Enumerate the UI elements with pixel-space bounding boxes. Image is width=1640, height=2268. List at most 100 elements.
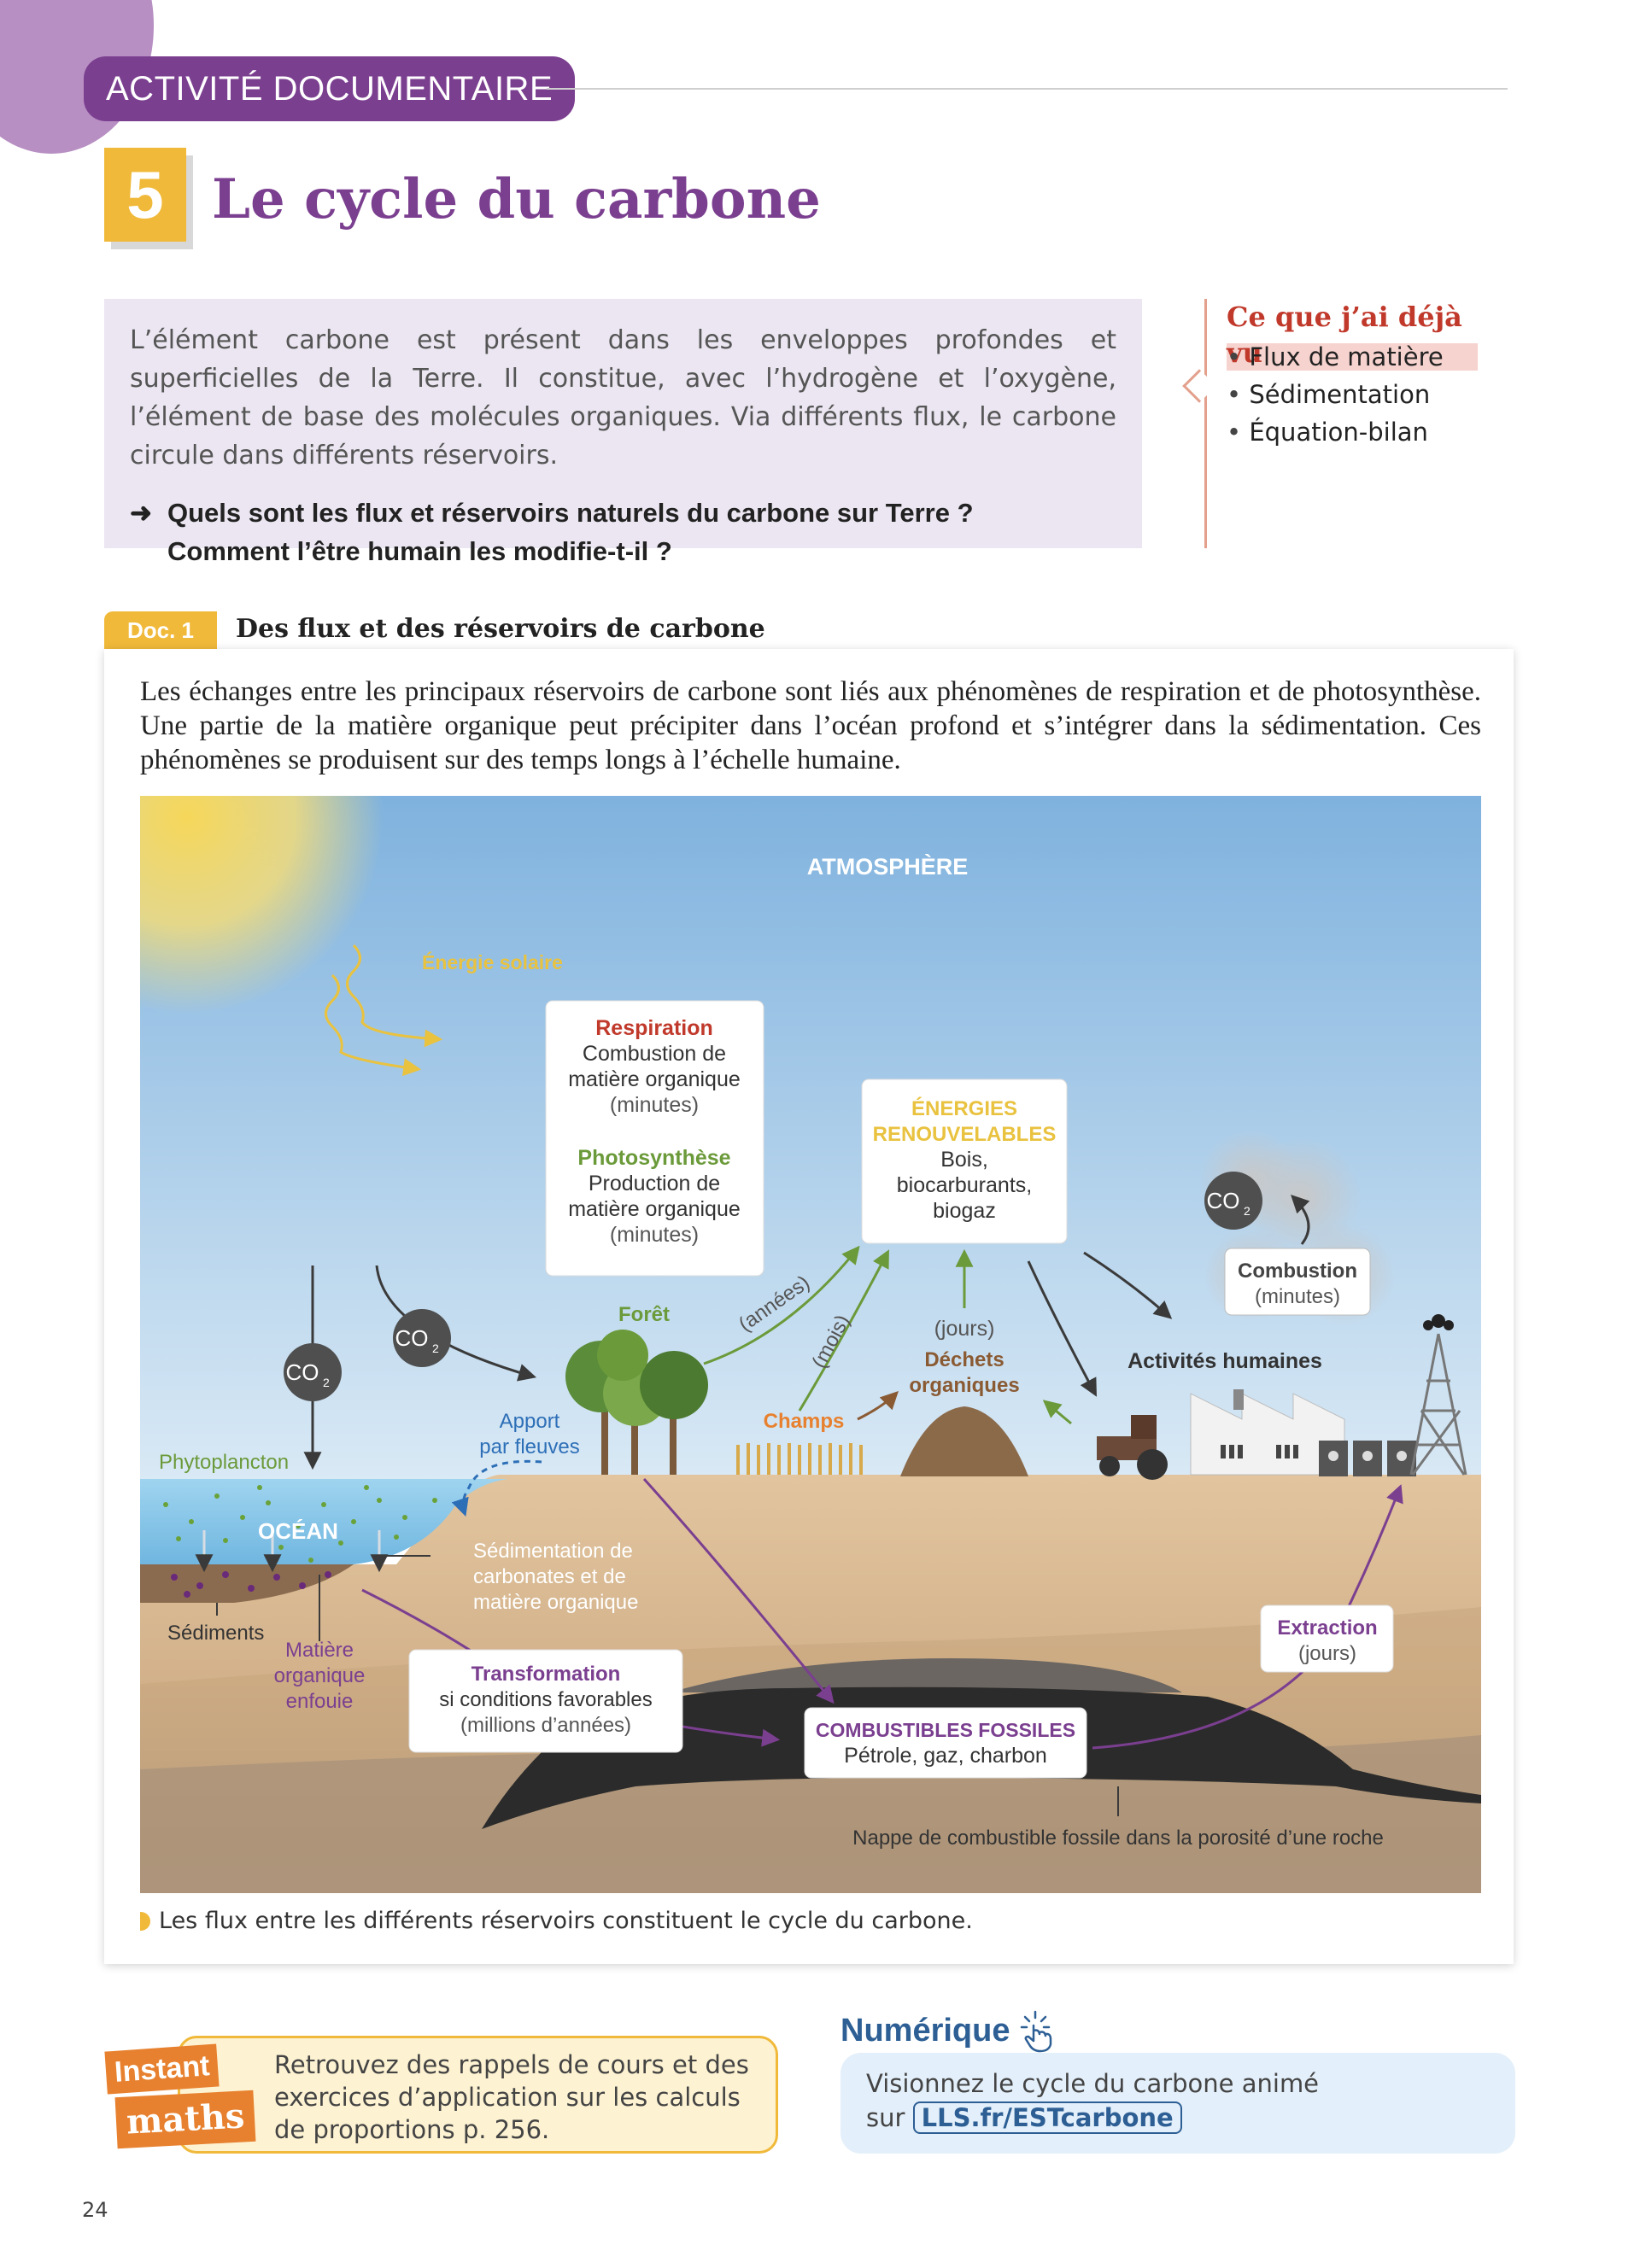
svg-text:CO: CO <box>1207 1188 1240 1213</box>
dechets-label: Déchets <box>924 1348 1004 1371</box>
oil-derrick-icon <box>1409 1314 1467 1476</box>
svg-text:Transformation: Transformation <box>472 1663 621 1686</box>
svg-text:ÉNERGIES: ÉNERGIES <box>911 1096 1017 1120</box>
intro-questions: ➜ Quels sont les flux et réservoirs natu… <box>130 494 1116 570</box>
activites-humaines-label: Activités humaines <box>1128 1349 1322 1373</box>
sedimentation-arrows <box>195 1530 389 1573</box>
svg-text:2: 2 <box>432 1342 439 1355</box>
matiere-organique-label: organique <box>274 1664 366 1687</box>
intro-text: L’élément carbone est présent dans les e… <box>130 325 1116 471</box>
numerique-label: Numérique <box>840 2013 1010 2049</box>
seen-item: Équation-bilan <box>1227 413 1444 451</box>
flow-arrow-blue <box>451 1459 542 1517</box>
instant-maths-panel: Retrouvez des rappels de cours et des ex… <box>102 2036 786 2155</box>
svg-text:biogaz: biogaz <box>933 1199 996 1223</box>
page-title: Le cycle du carbone <box>212 167 821 231</box>
sedimentation-label: Sédimentation de <box>473 1540 633 1563</box>
svg-text:CO: CO <box>395 1325 429 1351</box>
phytoplancton-label: Phytoplancton <box>159 1451 289 1474</box>
svg-text:(minutes): (minutes) <box>1255 1285 1340 1308</box>
doc-title: Des flux et des réservoirs de carbone <box>236 614 765 644</box>
svg-text:Extraction: Extraction <box>1277 1616 1377 1640</box>
seen-notch <box>1182 369 1216 403</box>
ocean-sediments <box>140 1564 354 1603</box>
seen-divider <box>1204 299 1207 548</box>
seen-item: Flux de matière <box>1227 338 1443 376</box>
question-2: Comment l’être humain les modifie-t-il ? <box>167 536 672 566</box>
sedimentation-label: matière organique <box>473 1591 638 1614</box>
svg-text:matière organique: matière organique <box>568 1067 741 1091</box>
atmosphere-label: ATMOSPHÈRE <box>807 853 969 880</box>
organic-matter-dots <box>171 1571 331 1598</box>
svg-text:2: 2 <box>1244 1204 1250 1218</box>
svg-text:Pétrole, gaz, charbon: Pétrole, gaz, charbon <box>844 1744 1047 1768</box>
organic-waste-heap <box>900 1406 1028 1476</box>
sediments-label: Sédiments <box>167 1622 264 1645</box>
seen-item: Sédimentation <box>1227 376 1444 413</box>
flow-arrows-dark <box>303 1195 1310 1470</box>
intro-box: L’élément carbone est présent dans les e… <box>104 299 1142 566</box>
svg-text:(jours): (jours) <box>1298 1642 1356 1665</box>
svg-text:2: 2 <box>323 1376 330 1389</box>
numerique-prefix: sur <box>866 2103 905 2132</box>
co2-bubble: CO 2 <box>393 1309 451 1367</box>
figure-caption: Les flux entre les différents réservoirs… <box>140 1904 973 1938</box>
champs-label: Champs <box>764 1410 845 1433</box>
svg-text:biocarburants,: biocarburants, <box>897 1173 1032 1197</box>
svg-text:Production de: Production de <box>589 1172 720 1195</box>
instant-maths-logo: Instant <box>104 2043 220 2095</box>
fossil-fuels-box: COMBUSTIBLES FOSSILES Pétrole, gaz, char… <box>804 1707 1087 1779</box>
nappe-label: Nappe de combustible fossile dans la por… <box>852 1827 1384 1850</box>
caption-marker-icon <box>140 1912 150 1931</box>
forest <box>565 1330 708 1475</box>
header-rule <box>547 88 1508 90</box>
svg-text:Bois,: Bois, <box>940 1148 988 1172</box>
phytoplankton-dots <box>163 1485 437 1563</box>
ocean-water <box>140 1479 507 1564</box>
co2-bubble: CO 2 <box>1204 1172 1262 1230</box>
numerique-box: Visionnez le cycle du carbone animé sur … <box>840 2053 1515 2154</box>
svg-text:si conditions favorables: si conditions favorables <box>439 1688 652 1711</box>
flow-arrow-brown <box>857 1391 899 1421</box>
sedimentation-label: carbonates et de <box>473 1565 626 1588</box>
factory-icon <box>1190 1389 1416 1476</box>
seen-list: Flux de matière Sédimentation Équation-b… <box>1227 338 1444 451</box>
svg-text:Combustion: Combustion <box>1238 1260 1357 1283</box>
extraction-box: Extraction (jours) <box>1260 1605 1394 1673</box>
already-seen-panel: Ce que j’ai déjà vu Flux de matière Sédi… <box>1182 299 1478 548</box>
co2-bubble: CO 2 <box>284 1343 342 1401</box>
instant-maths-box: Retrouvez des rappels de cours et des ex… <box>178 2036 778 2154</box>
svg-text:Combustion de: Combustion de <box>583 1042 726 1066</box>
dechets-label: organiques <box>909 1374 1019 1397</box>
leader-lines <box>216 1555 1119 1816</box>
ocean-label: OCÉAN <box>258 1518 338 1544</box>
svg-text:(minutes): (minutes) <box>610 1093 699 1117</box>
doc-tag: Doc. 1 <box>104 611 217 649</box>
sun <box>140 796 384 1014</box>
transformation-box: Transformation si conditions favorables … <box>408 1649 683 1753</box>
svg-text:Respiration: Respiration <box>595 1016 713 1040</box>
flow-arrows-green <box>703 1245 1072 1425</box>
svg-text:(millions d’années): (millions d’années) <box>460 1714 631 1737</box>
apport-label: Apport <box>500 1410 560 1433</box>
tap-hand-icon <box>1021 2010 1052 2053</box>
field <box>736 1443 863 1475</box>
solar-rays <box>325 944 443 1077</box>
svg-text:(minutes): (minutes) <box>610 1223 699 1247</box>
numerique-text: Visionnez le cycle du carbone animé <box>866 2069 1320 2098</box>
matiere-organique-label: enfouie <box>286 1690 354 1713</box>
svg-text:Photosynthèse: Photosynthèse <box>577 1146 730 1170</box>
page-number: 24 <box>82 2198 108 2222</box>
solar-energy-label: Énergie solaire <box>422 950 563 973</box>
numerique-link[interactable]: LLS.fr/ESTcarbone <box>912 2101 1182 2134</box>
instant-maths-text: Retrouvez des rappels de cours et des ex… <box>274 2050 749 2144</box>
carbon-cycle-diagram: CO 2 CO 2 CO 2 Respiration Combustion de… <box>140 796 1481 1893</box>
matiere-organique-label: Matière <box>285 1639 354 1662</box>
caption-text: Les flux entre les différents réservoirs… <box>159 1908 973 1934</box>
activity-tag: ACTIVITÉ DOCUMENTAIRE <box>84 56 576 121</box>
document-card: Les échanges entre les principaux réserv… <box>104 649 1514 1964</box>
doc-text: Les échanges entre les principaux réserv… <box>140 676 1481 775</box>
svg-text:COMBUSTIBLES FOSSILES: COMBUSTIBLES FOSSILES <box>816 1719 1075 1741</box>
svg-text:CO: CO <box>286 1359 319 1385</box>
respiration-photosynthesis-box: Respiration Combustion de matière organi… <box>545 1000 764 1277</box>
